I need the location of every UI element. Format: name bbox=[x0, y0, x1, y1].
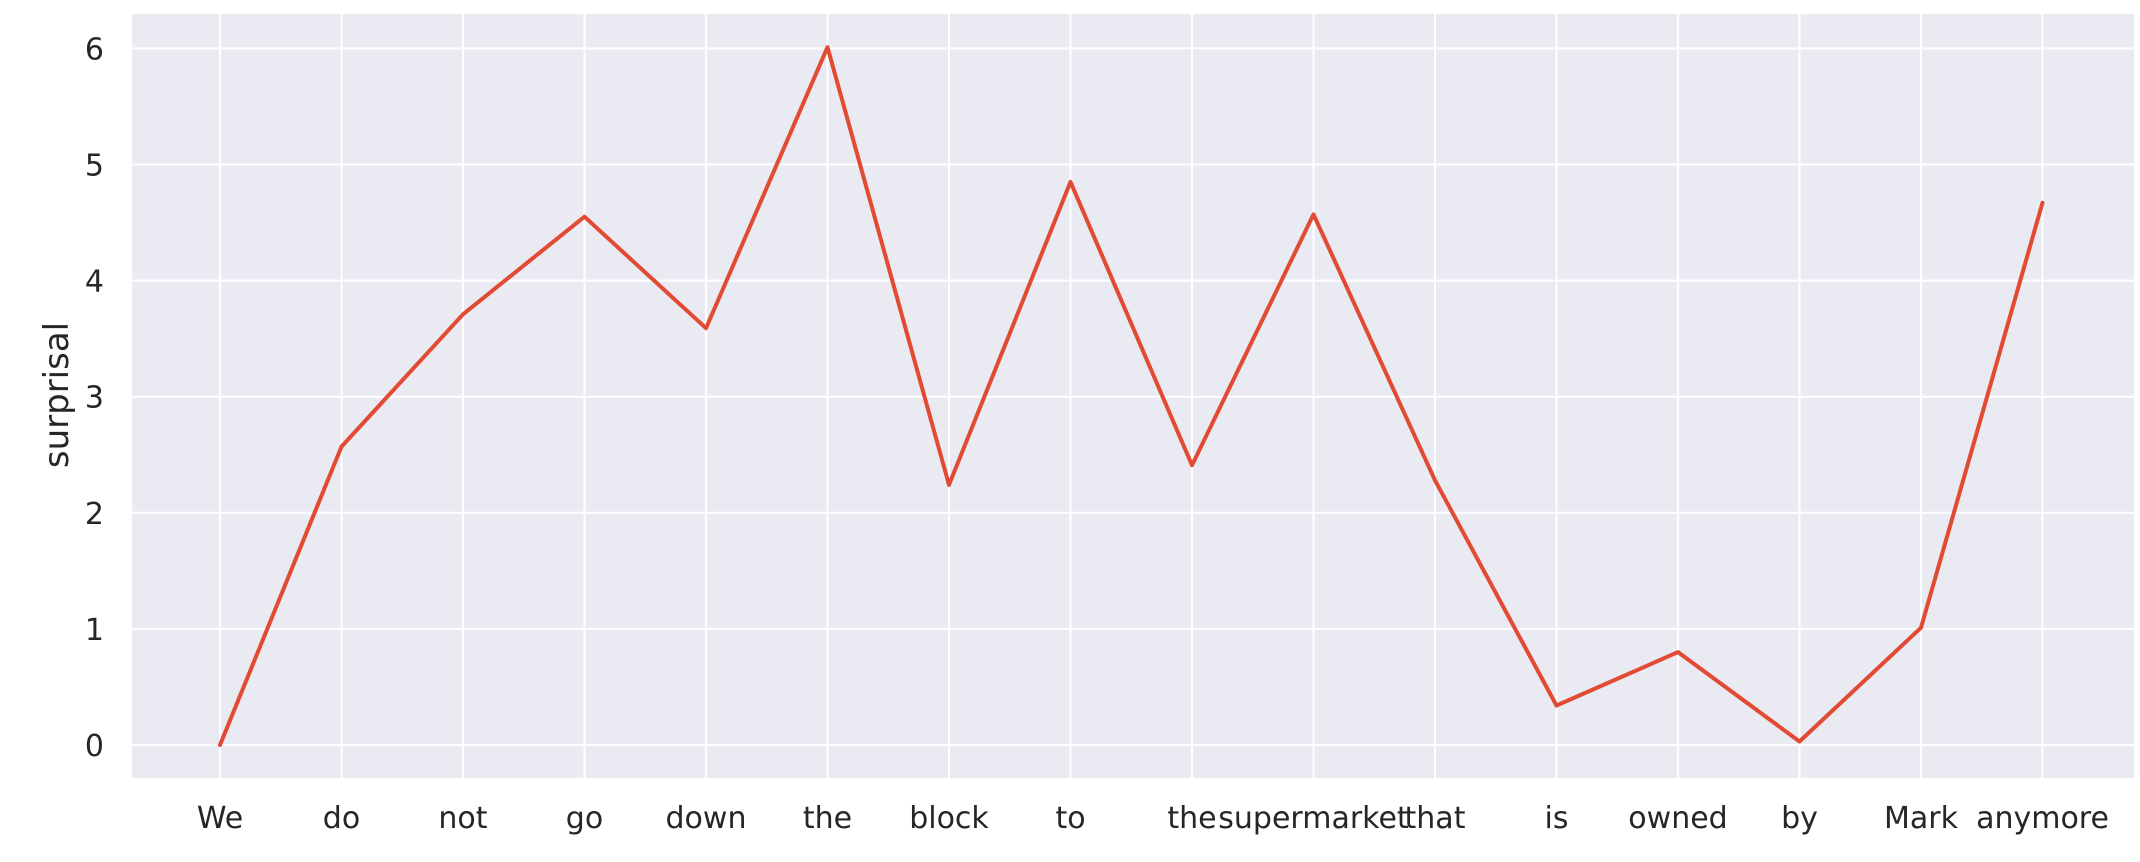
x-tick-label: the bbox=[803, 801, 852, 836]
series-layer bbox=[218, 45, 2045, 747]
x-tick-label: supermarket bbox=[1218, 801, 1409, 836]
x-tick-label: go bbox=[566, 801, 603, 836]
x-tick-label: the bbox=[1167, 801, 1216, 836]
y-tick-label: 2 bbox=[85, 497, 104, 532]
x-tick-label: anymore bbox=[1976, 801, 2109, 836]
x-tick-label: to bbox=[1055, 801, 1085, 836]
x-axis-ticks: We do not go down the block to the supermarkettha… bbox=[197, 801, 2109, 836]
y-tick-label: 3 bbox=[85, 381, 104, 416]
y-tick-label: 4 bbox=[85, 265, 104, 300]
y-tick-label: 6 bbox=[85, 32, 104, 67]
x-tick-label: Mark bbox=[1884, 801, 1959, 836]
series-line bbox=[218, 45, 2045, 747]
x-tick-label: block bbox=[909, 801, 989, 836]
x-tick-label: not bbox=[438, 801, 487, 836]
x-tick-label: do bbox=[323, 801, 360, 836]
x-tick-label: owned bbox=[1628, 801, 1727, 836]
y-axis-label: surprisal bbox=[37, 322, 77, 468]
y-tick-label: 1 bbox=[85, 613, 104, 648]
x-tick-label: We bbox=[197, 801, 243, 836]
x-tick-label: by bbox=[1781, 801, 1818, 836]
x-tick-label: is bbox=[1545, 801, 1569, 836]
y-tick-label: 5 bbox=[85, 149, 104, 184]
x-tick-label: down bbox=[666, 801, 747, 836]
x-tick-label: that bbox=[1405, 801, 1466, 836]
y-tick-label: 0 bbox=[85, 729, 104, 764]
y-axis-ticks: 0 1 2 3 4 5 6 bbox=[85, 32, 104, 764]
